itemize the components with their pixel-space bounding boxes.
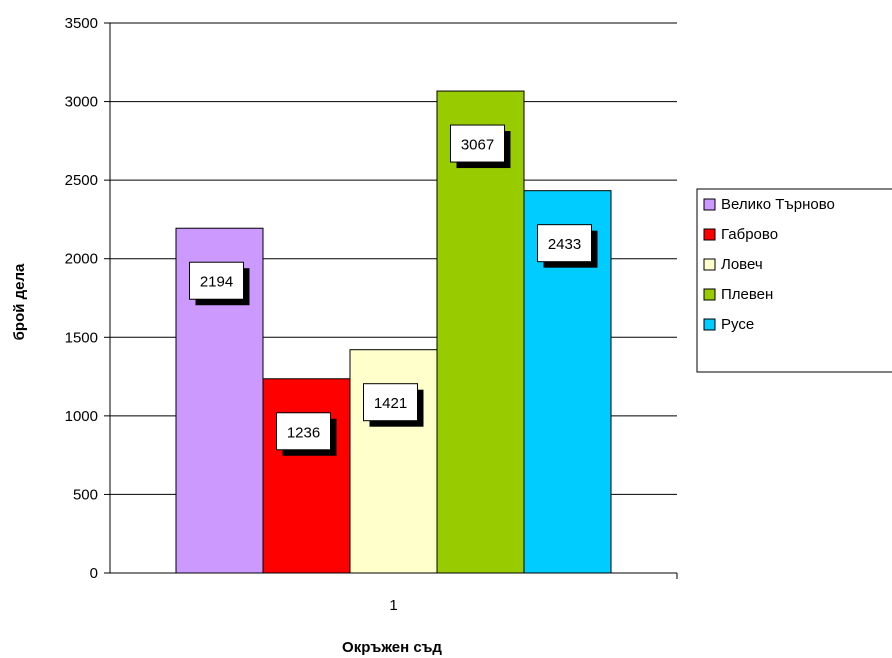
legend-box: [696, 188, 892, 373]
legend: Велико Търново Габрово Ловеч Плевен Русе: [696, 188, 892, 373]
data-label: 1236: [287, 424, 320, 441]
data-label-box: [276, 412, 331, 451]
legend-swatch: [703, 198, 716, 211]
y-tick-label: 1500: [65, 329, 98, 346]
y-axis-title: брой дела: [11, 263, 28, 340]
bar: [349, 349, 438, 574]
legend-label: Русе: [721, 316, 754, 333]
data-label: 2433: [548, 236, 581, 253]
legend-swatch: [703, 288, 716, 301]
legend-label: Велико Търново: [721, 196, 835, 213]
bar: [262, 378, 351, 574]
legend-label: Ловеч: [721, 256, 763, 273]
bar: [436, 90, 525, 574]
y-tick-label: 500: [73, 486, 98, 503]
data-label: 3067: [461, 137, 494, 154]
y-tick-label: 3500: [65, 15, 98, 32]
y-tick-label: 0: [90, 565, 98, 582]
data-label: 2194: [200, 274, 233, 291]
x-tick-labels: 1: [389, 597, 397, 614]
y-tick-label: 2500: [65, 172, 98, 189]
legend-label: Габрово: [721, 226, 778, 243]
legend-swatch: [703, 228, 716, 241]
data-label: 1421: [374, 395, 407, 412]
x-axis-title: Окръжен съд: [342, 639, 442, 656]
y-tick-label: 2000: [65, 251, 98, 268]
data-label-box: [450, 124, 505, 163]
data-label-box: [363, 383, 418, 422]
y-tick-label: 3000: [65, 94, 98, 111]
y-tick-labels: 0 500 1000 1500 2000 2500 3000 3500: [65, 15, 98, 582]
legend-label: Плевен: [721, 286, 773, 303]
y-tick-label: 1000: [65, 408, 98, 425]
axes: [104, 22, 678, 579]
data-label-box: [189, 261, 244, 300]
bars: [175, 90, 612, 574]
data-labels: 2194 1236 1421 3067 2433: [189, 124, 598, 456]
x-tick-label: 1: [389, 597, 397, 614]
legend-swatch: [703, 318, 716, 331]
data-label-box: [537, 224, 592, 263]
legend-swatch: [703, 258, 716, 271]
